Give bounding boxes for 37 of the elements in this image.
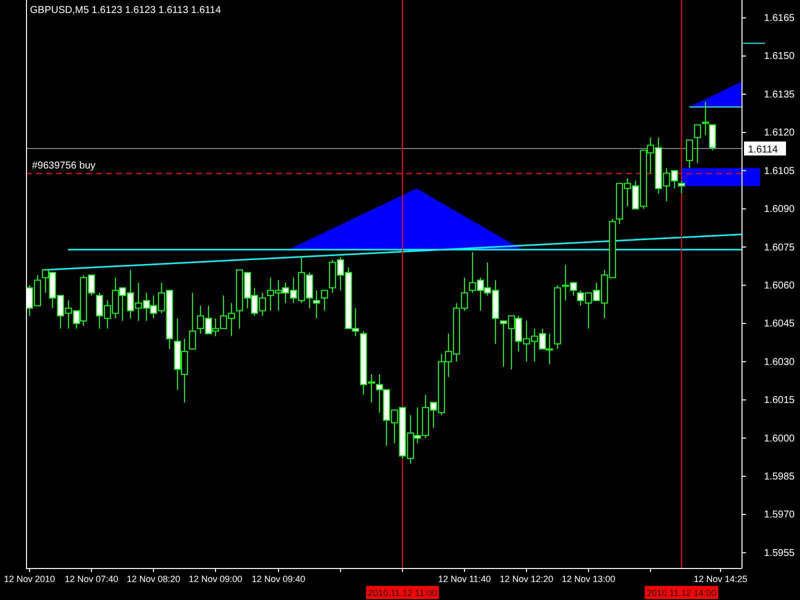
y-tick-label: 1.6045 — [764, 318, 796, 330]
y-tick-label: 1.6135 — [764, 89, 796, 100]
x-tick-label: 12 Nov 09:40 — [252, 574, 306, 584]
candlestick — [694, 124, 701, 164]
text: GBPUSD,M5 1.6123 1.6123 1.6113 1.6114 — [30, 5, 222, 16]
y-tick-label: 1.6030 — [764, 356, 796, 368]
ref-line-label: 2010.11.12 14:00 — [646, 588, 716, 598]
y-tick-label: 1.5985 — [764, 472, 796, 483]
y-tick-label: 1.6000 — [764, 433, 796, 444]
candlestick — [702, 101, 709, 136]
y-tick-label: 1.6015 — [764, 395, 796, 406]
x-tick-label: 12 Nov 2010 — [4, 574, 56, 584]
x-tick-label: 12 Nov 11:40 — [438, 574, 491, 584]
y-tick-label: 1.6090 — [764, 204, 796, 216]
ref-line-label: 1.6114 — [748, 144, 778, 156]
y-tick-label: 1.6120 — [764, 128, 796, 139]
ref-line-label: 2010.11.12 11:00 — [368, 588, 437, 598]
x-tick-label: 12 Nov 08:20 — [126, 574, 180, 584]
candlestick — [321, 290, 328, 312]
y-tick-label: 1.6150 — [764, 51, 796, 62]
x-tick-label: 12 Nov 13:00 — [562, 574, 616, 584]
y-tick-label: 1.6060 — [764, 280, 796, 292]
x-tick-label: 12 Nov 07:40 — [64, 574, 118, 584]
x-tick-label: 12 Nov 12:20 — [500, 574, 554, 584]
candlestick — [189, 292, 196, 350]
candlestick — [313, 290, 320, 319]
x-tick-label: 12 Nov 14:25 — [694, 574, 748, 584]
ref-line-label: #9639756 buy — [32, 160, 96, 172]
x-tick-label: 12 Nov 09:00 — [188, 574, 242, 584]
y-tick-label: 1.5955 — [764, 548, 796, 559]
y-tick-label: 1.6105 — [764, 166, 796, 177]
y-tick-label: 1.6075 — [764, 242, 796, 254]
y-tick-label: 1.5970 — [764, 510, 796, 521]
candlestick — [709, 124, 716, 151]
candlestick — [678, 180, 685, 194]
candlestick — [686, 140, 693, 169]
y-tick-label: 1.6165 — [764, 13, 796, 24]
